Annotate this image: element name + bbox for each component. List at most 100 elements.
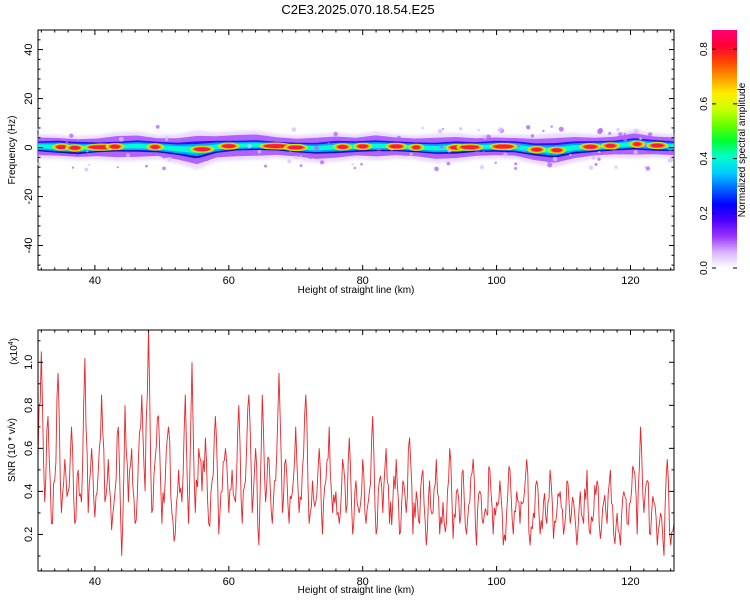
spectrogram-speckle bbox=[494, 161, 497, 164]
colorbar-tick-label-0.4: 0.4 bbox=[699, 151, 710, 165]
spec-ytick-label-0: 0 bbox=[23, 144, 35, 150]
spectrogram-y-label: Frequency (Hz) bbox=[7, 116, 18, 185]
snr-xtick-label-80: 80 bbox=[357, 576, 369, 588]
spec-xtick-label-60: 60 bbox=[223, 275, 235, 287]
spectrogram-speckle bbox=[262, 153, 265, 156]
spectrogram-peak bbox=[263, 144, 288, 149]
spec-ytick-label--40: -40 bbox=[23, 238, 35, 254]
spectrogram-image bbox=[36, 125, 675, 172]
snr-xtick-label-40: 40 bbox=[89, 576, 101, 588]
spectrogram-speckle bbox=[523, 149, 526, 153]
spectrogram-speckle bbox=[458, 127, 463, 131]
colorbar: 0.0 0.2 0.4 0.6 0.8 Normalized spectral ampl… bbox=[699, 30, 748, 275]
spectrogram-speckle bbox=[257, 149, 262, 154]
spectrogram-speckle bbox=[594, 163, 598, 166]
snr-panel: 40 60 80 100 120 0.2 0.4 0.6 0.8 1.0 Height of s… bbox=[7, 329, 675, 596]
spectrogram-speckle bbox=[623, 137, 628, 142]
spectrogram-speckle bbox=[633, 128, 639, 134]
spectrogram-speckle bbox=[645, 166, 651, 171]
spectrogram-peak bbox=[337, 144, 349, 149]
spectrogram-speckle bbox=[475, 149, 480, 154]
spectrogram-speckle bbox=[482, 135, 487, 140]
spectrogram-speckle bbox=[514, 162, 518, 166]
spectrogram-speckle bbox=[639, 137, 642, 140]
spectrogram-speckle bbox=[618, 132, 623, 137]
spec-xtick-label-120: 120 bbox=[621, 275, 639, 287]
spectrogram-peak bbox=[605, 143, 616, 148]
spectrogram-speckle bbox=[327, 142, 330, 145]
spectrogram-speckle bbox=[498, 127, 503, 132]
spectrogram-speckle bbox=[514, 166, 518, 170]
spectrogram-speckle bbox=[521, 156, 524, 159]
spectrogram-speckle bbox=[547, 162, 553, 168]
snr-y-ticks: 0.2 0.4 0.6 0.8 1.0 bbox=[23, 340, 674, 557]
spectrogram-speckle bbox=[667, 158, 672, 163]
spectrogram-peak bbox=[389, 144, 403, 149]
spectrogram-peak bbox=[493, 144, 514, 149]
spectrogram-speckle bbox=[486, 134, 491, 140]
spectrogram-speckle bbox=[644, 166, 647, 169]
spectrogram-speckle bbox=[526, 125, 531, 130]
spectrogram-speckle bbox=[162, 166, 166, 171]
spectrogram-speckle bbox=[434, 166, 439, 172]
spectrogram-speckle bbox=[614, 165, 618, 169]
spectrogram-speckle bbox=[155, 125, 160, 129]
spec-ytick-label-20: 20 bbox=[23, 92, 35, 104]
spectrogram-speckle bbox=[287, 159, 292, 164]
spec-xtick-label-100: 100 bbox=[487, 275, 505, 287]
spec-ytick-label--20: -20 bbox=[23, 189, 35, 205]
snr-x-label: Height of straight line (km) bbox=[298, 585, 415, 596]
spectrogram-x-label: Height of straight line (km) bbox=[298, 285, 415, 296]
colorbar-label: Normalized spectral amplitude bbox=[737, 82, 748, 217]
svg-text:(x104): (x104) bbox=[8, 338, 20, 365]
spectrogram-speckle bbox=[616, 128, 620, 132]
spectrogram-speckle bbox=[167, 156, 172, 162]
spectrogram-speckle bbox=[588, 165, 594, 170]
colorbar-ticks: 0.0 0.2 0.4 0.6 0.8 bbox=[699, 42, 737, 275]
spectrogram-speckle bbox=[623, 132, 626, 136]
spectrogram-speckle bbox=[165, 138, 169, 142]
spectrogram-peak bbox=[460, 145, 480, 150]
snr-multiplier-base: (x10 bbox=[9, 345, 20, 365]
spectrogram-peak bbox=[109, 144, 121, 149]
spectrogram-speckle bbox=[247, 144, 252, 149]
spectrogram-speckle bbox=[542, 129, 545, 133]
spectrogram-speckle bbox=[291, 127, 297, 132]
spectrogram-speckle bbox=[145, 164, 148, 168]
spectrogram-speckle bbox=[320, 160, 325, 165]
spectrogram-speckle bbox=[547, 160, 550, 164]
snr-ytick-label-0.2: 0.2 bbox=[23, 527, 35, 542]
spectrogram-speckle bbox=[126, 153, 130, 158]
spectrogram-speckle bbox=[477, 128, 481, 132]
chart-title: C2E3.2025.070.18.54.E25 bbox=[281, 2, 434, 17]
spectrogram-speckle bbox=[396, 135, 401, 140]
spectrogram-speckle bbox=[195, 157, 200, 162]
snr-ytick-label-0.8: 0.8 bbox=[23, 398, 35, 413]
spectrogram-speckle bbox=[116, 166, 119, 169]
spectrogram-speckle bbox=[558, 126, 564, 132]
spectrogram-speckle bbox=[264, 164, 267, 168]
spectrogram-speckle bbox=[161, 153, 167, 159]
snr-ytick-label-0.6: 0.6 bbox=[23, 441, 35, 456]
snr-frame bbox=[37, 329, 675, 572]
spectrogram-speckle bbox=[608, 131, 612, 135]
spectrogram-speckle bbox=[206, 158, 209, 162]
spectrogram-speckle bbox=[591, 155, 596, 160]
spectrogram-speckle bbox=[442, 127, 445, 130]
spectrogram-panel: 40 60 80 100 120 -40 -20 0 20 40 Height of strai… bbox=[7, 29, 675, 296]
snr-ytick-label-0.4: 0.4 bbox=[23, 484, 35, 499]
spectrogram-speckle bbox=[597, 129, 603, 135]
spectrogram-speckle bbox=[481, 150, 486, 155]
colorbar-tick-label-0.2: 0.2 bbox=[699, 206, 710, 220]
spectrogram-speckle bbox=[503, 152, 508, 157]
spectrogram-peak bbox=[287, 145, 304, 150]
colorbar-tick-label-0.6: 0.6 bbox=[699, 96, 710, 110]
snr-frame-overlay bbox=[37, 329, 675, 572]
spectrogram-speckle bbox=[439, 145, 444, 149]
snr-ytick-label-1: 1.0 bbox=[23, 355, 35, 370]
spectrogram-peak bbox=[194, 147, 211, 152]
spectrogram-speckle bbox=[299, 154, 302, 157]
spectrogram-speckle bbox=[569, 153, 572, 157]
snr-multiplier-close: ) bbox=[9, 338, 20, 341]
spectrogram-peak bbox=[412, 145, 421, 150]
